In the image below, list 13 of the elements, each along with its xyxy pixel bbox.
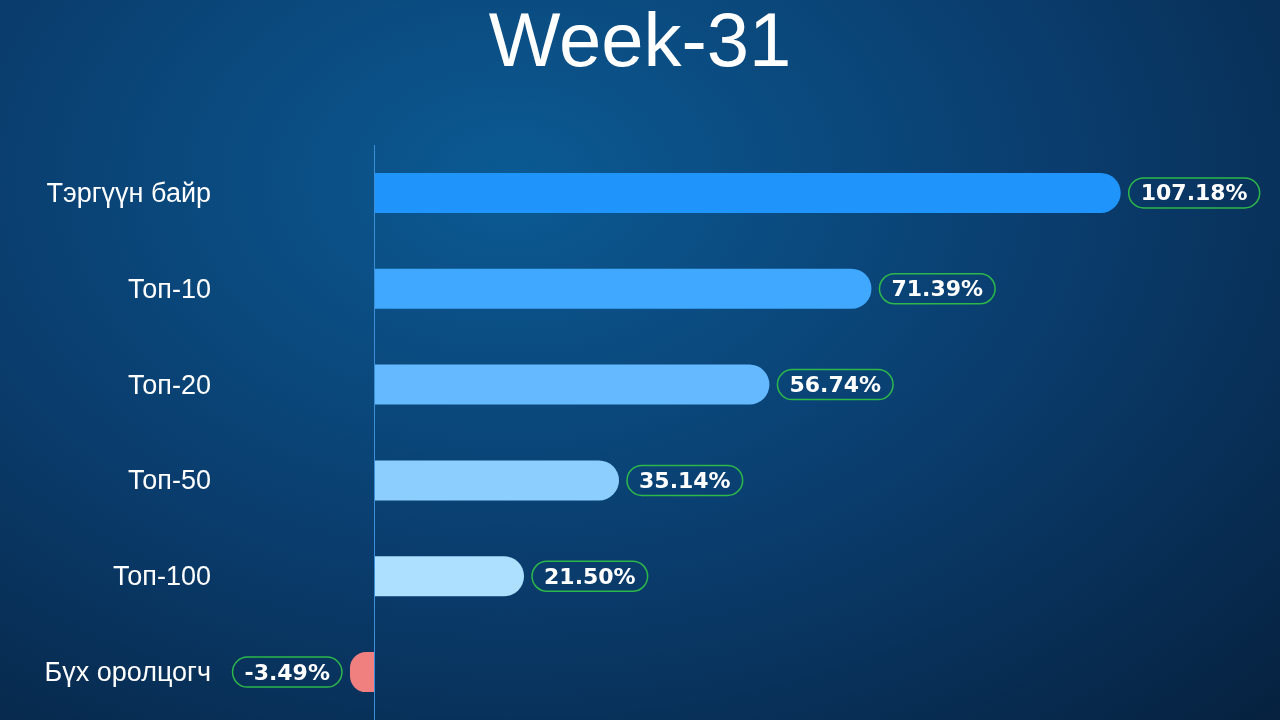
y-tick-label: Топ-50 [127, 465, 211, 496]
data-label: 107.18% [1140, 180, 1248, 206]
data-label: 35.14% [639, 467, 731, 493]
y-tick-label: Топ-10 [127, 273, 211, 304]
y-tick-label: Тэргүүн байр [46, 177, 211, 208]
chart-title: Week-31 [488, 0, 792, 82]
y-tick-label: Топ-20 [127, 369, 211, 400]
data-label: -3.49% [244, 659, 330, 685]
data-label: 21.50% [544, 563, 636, 589]
data-label: 71.39% [891, 276, 984, 302]
y-tick-label: Бүх оролцогч [44, 657, 211, 688]
data-label: 56.74% [789, 372, 882, 398]
y-tick-label: Топ-100 [112, 561, 211, 592]
